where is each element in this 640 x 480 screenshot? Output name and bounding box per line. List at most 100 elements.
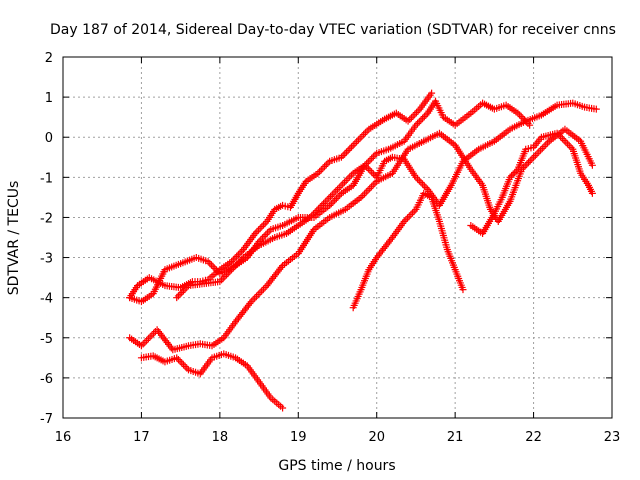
- data-point: [146, 333, 154, 341]
- data-point: [176, 357, 184, 365]
- data-point: [233, 260, 241, 268]
- data-point: [218, 276, 226, 284]
- data-point: [183, 283, 191, 291]
- data-point: [234, 251, 242, 259]
- data-point: [256, 224, 264, 232]
- data-point: [409, 112, 417, 120]
- data-point: [512, 167, 520, 175]
- data-point: [249, 296, 257, 304]
- data-point: [228, 258, 236, 266]
- data-point: [402, 216, 410, 224]
- data-point: [588, 161, 596, 169]
- data-point: [592, 105, 600, 113]
- data-point: [346, 173, 354, 181]
- data-point: [216, 278, 224, 286]
- data-point: [265, 227, 273, 235]
- data-point: [420, 182, 428, 190]
- data-point: [361, 129, 369, 137]
- data-point: [412, 121, 420, 129]
- data-point: [254, 291, 262, 299]
- data-point: [369, 181, 377, 189]
- data-point: [219, 274, 227, 282]
- data-point: [229, 256, 237, 264]
- data-point: [364, 186, 372, 194]
- data-point: [179, 287, 187, 295]
- data-point: [253, 228, 261, 236]
- data-point: [224, 269, 232, 277]
- data-point: [535, 148, 543, 156]
- data-point: [353, 138, 361, 146]
- data-point: [229, 264, 237, 272]
- x-tick-label: 23: [604, 430, 621, 445]
- data-point: [334, 193, 342, 201]
- y-tick-label: -5: [40, 332, 53, 347]
- data-point: [231, 254, 239, 262]
- data-point: [511, 169, 519, 177]
- data-point: [236, 249, 244, 257]
- data-point: [506, 173, 514, 181]
- data-point: [509, 170, 517, 178]
- data-point: [238, 247, 246, 255]
- data-point: [144, 335, 152, 343]
- data-point: [337, 153, 345, 161]
- data-point: [324, 159, 332, 167]
- data-point: [362, 188, 370, 196]
- y-tick-label: -6: [40, 372, 53, 387]
- data-point: [588, 189, 596, 197]
- data-point: [406, 115, 414, 123]
- data-point: [410, 207, 418, 215]
- data-point: [558, 135, 566, 143]
- data-point: [514, 109, 522, 117]
- data-point: [317, 166, 325, 174]
- data-point: [407, 114, 415, 122]
- data-point: [206, 259, 214, 267]
- data-point: [508, 172, 516, 180]
- data-point: [339, 152, 347, 160]
- data-point: [306, 213, 314, 221]
- data-point: [261, 219, 269, 227]
- data-point: [258, 234, 266, 242]
- data-point: [405, 212, 413, 220]
- data-point: [366, 184, 374, 192]
- data-point: [181, 285, 189, 293]
- series-track-2: [126, 97, 534, 306]
- data-point: [368, 168, 376, 176]
- data-point: [313, 207, 321, 215]
- data-point: [414, 175, 422, 183]
- data-point: [344, 175, 352, 183]
- data-point: [337, 182, 345, 190]
- data-point: [542, 141, 550, 149]
- data-point: [258, 287, 266, 295]
- data-point: [260, 221, 268, 229]
- data-point: [262, 231, 270, 239]
- data-point: [176, 290, 184, 298]
- data-point: [366, 156, 374, 164]
- data-point: [537, 146, 545, 154]
- data-point: [409, 209, 417, 217]
- data-point: [419, 114, 427, 122]
- data-point: [565, 142, 573, 150]
- y-tick-label: -3: [40, 252, 53, 267]
- grid: [63, 57, 612, 418]
- data-point: [331, 196, 339, 204]
- data-point: [173, 294, 181, 302]
- data-point: [523, 160, 531, 168]
- series-track-3: [173, 99, 600, 302]
- data-point: [361, 190, 369, 198]
- data-point: [226, 267, 234, 275]
- data-point: [236, 257, 244, 265]
- x-axis-label: GPS time / hours: [278, 458, 395, 474]
- data-point: [359, 192, 367, 200]
- data-point: [342, 176, 350, 184]
- data-point: [531, 151, 539, 159]
- data-point: [517, 113, 525, 121]
- data-point: [360, 131, 368, 139]
- series-track-6: [349, 189, 467, 312]
- data-point: [339, 180, 347, 188]
- series-track-4: [126, 125, 596, 354]
- data-point: [422, 111, 430, 119]
- data-point: [309, 210, 317, 218]
- data-point: [209, 263, 217, 271]
- data-point: [564, 140, 572, 148]
